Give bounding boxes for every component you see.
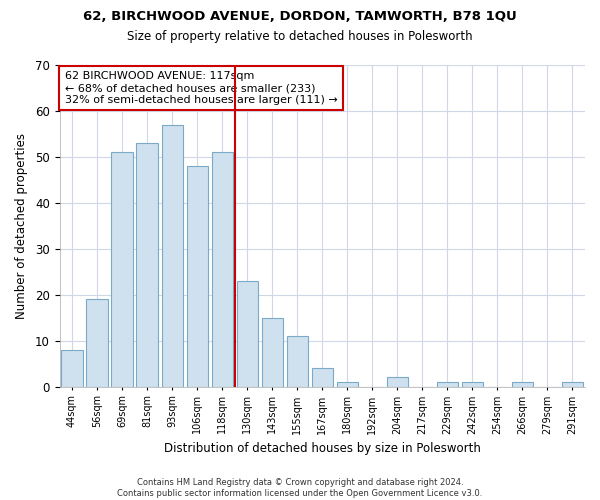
Bar xyxy=(337,382,358,386)
Bar xyxy=(311,368,333,386)
Text: Size of property relative to detached houses in Polesworth: Size of property relative to detached ho… xyxy=(127,30,473,43)
Bar xyxy=(187,166,208,386)
Text: 62 BIRCHWOOD AVENUE: 117sqm
← 68% of detached houses are smaller (233)
32% of se: 62 BIRCHWOOD AVENUE: 117sqm ← 68% of det… xyxy=(65,72,338,104)
Bar xyxy=(112,152,133,386)
Bar xyxy=(262,318,283,386)
Bar xyxy=(437,382,458,386)
Y-axis label: Number of detached properties: Number of detached properties xyxy=(15,133,28,319)
Text: Contains HM Land Registry data © Crown copyright and database right 2024.
Contai: Contains HM Land Registry data © Crown c… xyxy=(118,478,482,498)
Bar xyxy=(86,300,108,386)
Bar xyxy=(236,281,258,386)
Bar xyxy=(136,143,158,386)
Bar xyxy=(512,382,533,386)
Bar xyxy=(562,382,583,386)
Bar xyxy=(287,336,308,386)
Bar xyxy=(387,378,408,386)
Bar xyxy=(462,382,483,386)
Bar xyxy=(212,152,233,386)
Bar xyxy=(61,350,83,387)
Bar xyxy=(161,124,183,386)
X-axis label: Distribution of detached houses by size in Polesworth: Distribution of detached houses by size … xyxy=(164,442,481,455)
Text: 62, BIRCHWOOD AVENUE, DORDON, TAMWORTH, B78 1QU: 62, BIRCHWOOD AVENUE, DORDON, TAMWORTH, … xyxy=(83,10,517,23)
